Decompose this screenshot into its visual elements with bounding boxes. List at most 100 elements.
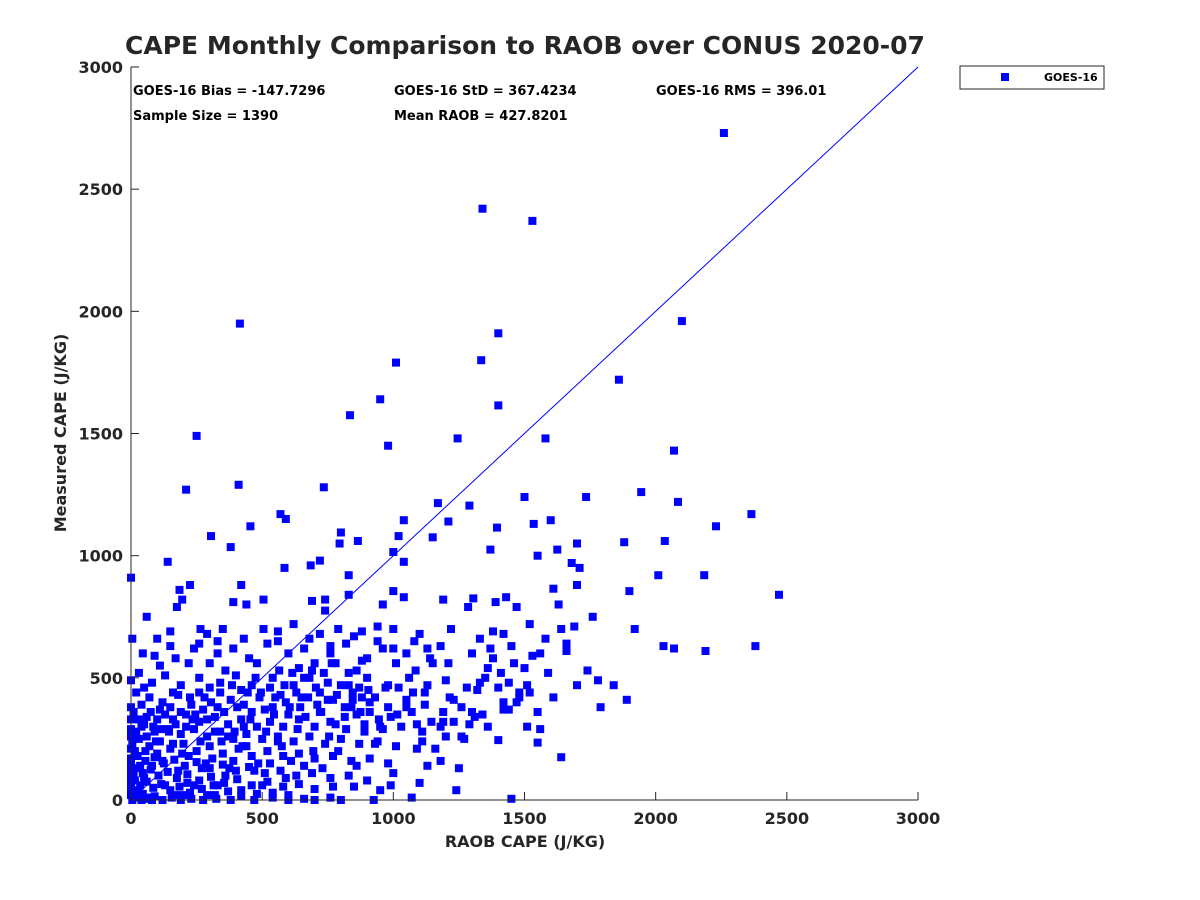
data-point xyxy=(352,710,361,719)
data-point xyxy=(161,671,170,680)
data-point xyxy=(583,666,592,675)
data-point xyxy=(203,629,212,638)
data-point xyxy=(499,698,508,707)
data-point xyxy=(478,204,487,213)
data-point xyxy=(348,695,357,704)
data-point xyxy=(275,666,284,675)
data-point xyxy=(260,705,269,714)
data-point xyxy=(239,722,248,731)
data-point xyxy=(170,755,179,764)
data-point xyxy=(464,603,473,611)
data-point xyxy=(285,703,294,712)
data-point xyxy=(310,785,319,793)
data-point xyxy=(412,720,421,729)
data-point xyxy=(300,673,309,682)
data-point xyxy=(140,720,149,729)
data-point xyxy=(228,681,236,690)
data-point xyxy=(237,581,246,589)
data-point xyxy=(674,497,682,506)
data-point xyxy=(186,788,194,797)
data-point xyxy=(225,764,234,773)
data-point xyxy=(670,644,678,653)
data-point xyxy=(423,644,432,653)
data-point xyxy=(171,720,180,729)
data-point xyxy=(268,703,277,712)
data-point xyxy=(276,690,285,699)
axis-ticks: 0 500 1000 1500 2000 2500 3000 0 500 1000 1500 2000… xyxy=(78,58,940,828)
data-point xyxy=(570,622,579,631)
data-point xyxy=(226,695,235,704)
data-point xyxy=(389,769,398,778)
data-point xyxy=(155,661,164,670)
data-point xyxy=(259,595,268,604)
data-point xyxy=(280,563,289,572)
data-point xyxy=(294,664,303,673)
stat-bias: GOES-16 Bias = -147.7296 xyxy=(133,84,325,99)
data-point xyxy=(407,708,416,716)
data-point xyxy=(332,690,341,699)
data-point xyxy=(344,681,353,690)
data-point xyxy=(350,782,358,791)
data-point xyxy=(140,774,149,782)
data-point xyxy=(190,644,198,653)
data-point xyxy=(546,516,555,525)
data-point xyxy=(499,705,508,714)
y-tick-label: 500 xyxy=(90,669,123,688)
x-tick-label: 3000 xyxy=(896,809,941,828)
data-point xyxy=(296,703,305,712)
data-point xyxy=(186,581,194,589)
data-point xyxy=(423,761,432,770)
data-point xyxy=(213,637,222,646)
data-point xyxy=(166,744,175,753)
data-point xyxy=(342,639,351,648)
data-point xyxy=(352,666,361,675)
data-point xyxy=(622,695,631,704)
data-point xyxy=(142,612,151,621)
data-point xyxy=(190,781,198,790)
data-point xyxy=(294,749,303,758)
data-point xyxy=(268,673,277,682)
data-point xyxy=(153,749,162,758)
data-point xyxy=(148,678,156,687)
data-point xyxy=(178,595,187,604)
data-point xyxy=(525,620,534,629)
data-point xyxy=(271,693,280,702)
data-point xyxy=(510,659,518,668)
data-point xyxy=(549,693,558,702)
data-point xyxy=(134,786,143,795)
data-point xyxy=(620,538,629,547)
data-point xyxy=(216,727,225,736)
data-point xyxy=(426,654,435,663)
data-point xyxy=(258,781,267,790)
data-point xyxy=(284,710,293,719)
data-point xyxy=(507,642,516,651)
data-point xyxy=(208,754,217,763)
data-point xyxy=(183,778,192,787)
data-point xyxy=(315,556,324,565)
data-point xyxy=(747,510,756,519)
data-point xyxy=(449,695,458,704)
data-point xyxy=(273,737,282,746)
data-point xyxy=(161,710,170,719)
data-point xyxy=(229,734,238,743)
data-point xyxy=(273,732,282,741)
data-point xyxy=(557,625,566,633)
data-point xyxy=(142,712,151,721)
data-point xyxy=(355,739,364,748)
data-point xyxy=(373,622,382,631)
data-point xyxy=(575,563,584,572)
data-point xyxy=(128,634,137,643)
data-point xyxy=(494,683,503,692)
data-point xyxy=(315,708,324,716)
data-point xyxy=(489,627,497,636)
data-point xyxy=(169,715,177,724)
data-point xyxy=(166,627,175,636)
data-point xyxy=(161,781,170,790)
data-point xyxy=(171,654,180,663)
data-point xyxy=(245,763,254,771)
data-point xyxy=(182,710,191,719)
data-point xyxy=(533,738,542,747)
data-point xyxy=(342,725,351,734)
data-point xyxy=(512,603,521,611)
